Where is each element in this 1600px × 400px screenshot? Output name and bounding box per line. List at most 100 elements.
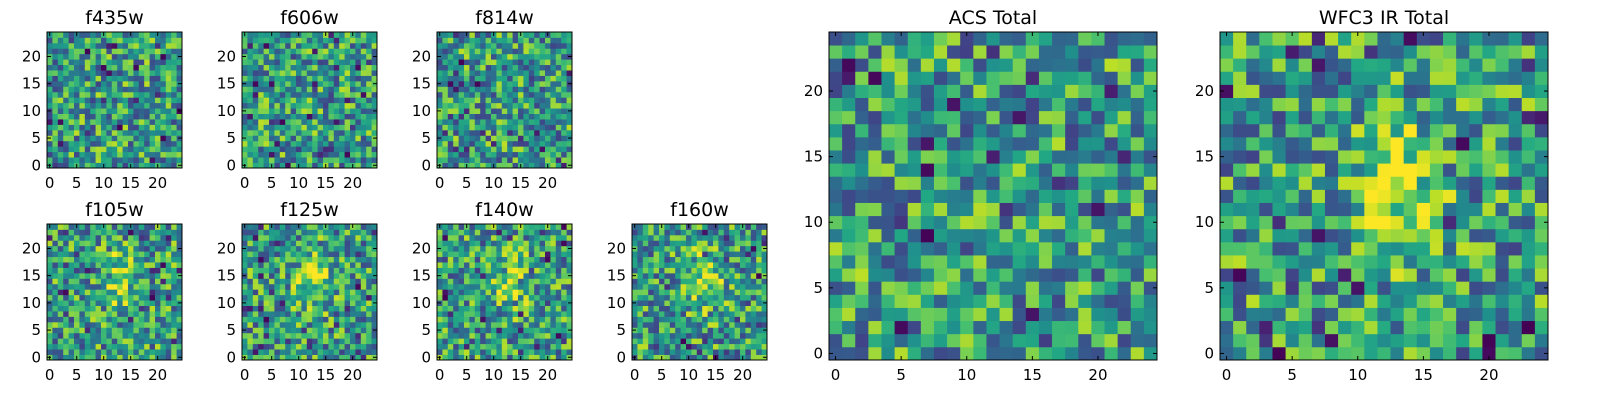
heatmap-cell [360, 91, 367, 98]
heatmap-cell [171, 349, 177, 355]
heatmap-cell [653, 332, 660, 339]
heatmap-cell [453, 53, 459, 60]
heatmap-cell [247, 240, 254, 247]
heatmap-cell [371, 102, 378, 109]
heatmap-cell [138, 129, 145, 136]
heatmap-cell [138, 102, 145, 109]
heatmap-cell [729, 343, 735, 350]
heatmap-cell [133, 256, 140, 263]
heatmap-cell [74, 53, 80, 60]
heatmap-cell [1025, 202, 1040, 217]
heatmap-cell [57, 316, 64, 323]
heatmap-cell [496, 157, 503, 163]
heatmap-cell [328, 245, 335, 252]
heatmap-cell [149, 135, 156, 142]
heatmap-cell [750, 251, 757, 258]
heatmap-cell [301, 294, 308, 301]
heatmap-cell [133, 140, 140, 147]
heatmap-cell [718, 262, 725, 268]
heatmap-cell [545, 86, 551, 93]
heatmap-cell [263, 108, 270, 114]
heatmap-cell [111, 135, 118, 142]
heatmap-cell [653, 338, 660, 345]
heatmap-cell [366, 97, 372, 104]
heatmap-cell [474, 70, 481, 76]
heatmap-cell [165, 146, 172, 153]
heatmap-cell [680, 300, 687, 306]
heatmap-cell [269, 151, 275, 158]
heatmap-cell [485, 75, 492, 82]
heatmap-cell [160, 289, 167, 296]
heatmap-cell [344, 256, 351, 263]
heatmap-cell [496, 311, 503, 317]
heatmap-cell [279, 311, 286, 317]
x-tick-label: 10 [484, 174, 503, 192]
heatmap-cell [258, 42, 264, 49]
heatmap-cell [371, 224, 378, 230]
heatmap-cell [301, 256, 308, 263]
heatmap-cell [686, 278, 692, 285]
heatmap-cell [518, 240, 524, 247]
heatmap-cell [52, 300, 59, 306]
heatmap-cell [242, 97, 248, 104]
heatmap-cell [496, 283, 503, 290]
heatmap-cell [165, 70, 172, 76]
heatmap-cell [474, 311, 481, 317]
heatmap-cell [464, 86, 470, 93]
heatmap-cell [464, 349, 470, 355]
heatmap-cell [447, 75, 454, 82]
heatmap-cell [274, 64, 281, 71]
heatmap-cell [242, 64, 248, 71]
heatmap-cell [101, 278, 107, 285]
x-tick-label: 0 [630, 366, 640, 384]
y-tick-label: 20 [217, 239, 236, 257]
heatmap-cell [74, 294, 80, 301]
heatmap-cell [528, 135, 535, 142]
heatmap-cell [317, 245, 324, 252]
heatmap-cell [496, 108, 503, 114]
heatmap-cell [258, 240, 264, 247]
panel-title: f125w [280, 199, 339, 221]
heatmap-cell [881, 268, 895, 282]
heatmap-cell [523, 289, 530, 296]
heatmap-cell [501, 48, 508, 55]
heatmap-cell [133, 229, 140, 236]
heatmap-cell [534, 338, 540, 345]
heatmap-cell [881, 215, 895, 230]
heatmap-cell [702, 278, 708, 285]
heatmap-cell [371, 240, 378, 247]
heatmap-cell [1065, 294, 1079, 308]
heatmap-cell [366, 278, 372, 285]
heatmap-cell [729, 311, 735, 317]
heatmap-cell [480, 289, 486, 296]
heatmap-cell [138, 32, 145, 38]
heatmap-cell [933, 307, 948, 322]
heatmap-cell [344, 327, 351, 334]
heatmap-cell [507, 272, 513, 279]
heatmap-cell [165, 305, 172, 312]
heatmap-cell [252, 37, 259, 44]
heatmap-cell [496, 124, 503, 131]
heatmap-cell [68, 42, 75, 49]
heatmap-cell [453, 343, 459, 350]
heatmap-cell [171, 311, 177, 317]
heatmap-cell [442, 59, 449, 66]
heatmap-cell [95, 135, 102, 142]
heatmap-cell [1065, 189, 1079, 203]
heatmap-cell [57, 129, 64, 136]
heatmap-cell [696, 332, 703, 339]
heatmap-cell [133, 151, 140, 158]
x-tick-label: 20 [343, 366, 362, 384]
heatmap-cell [453, 119, 459, 125]
heatmap-cell [761, 316, 768, 323]
heatmap-cell [47, 70, 53, 76]
heatmap-cell [507, 135, 513, 142]
heatmap-cell [1065, 346, 1079, 361]
heatmap-cell [149, 42, 156, 49]
heatmap-cell [68, 162, 75, 169]
heatmap-cell [52, 37, 59, 44]
heatmap-cell [111, 294, 118, 301]
heatmap-cell [702, 272, 708, 279]
heatmap-cell [57, 343, 64, 350]
heatmap-cell [496, 59, 503, 66]
